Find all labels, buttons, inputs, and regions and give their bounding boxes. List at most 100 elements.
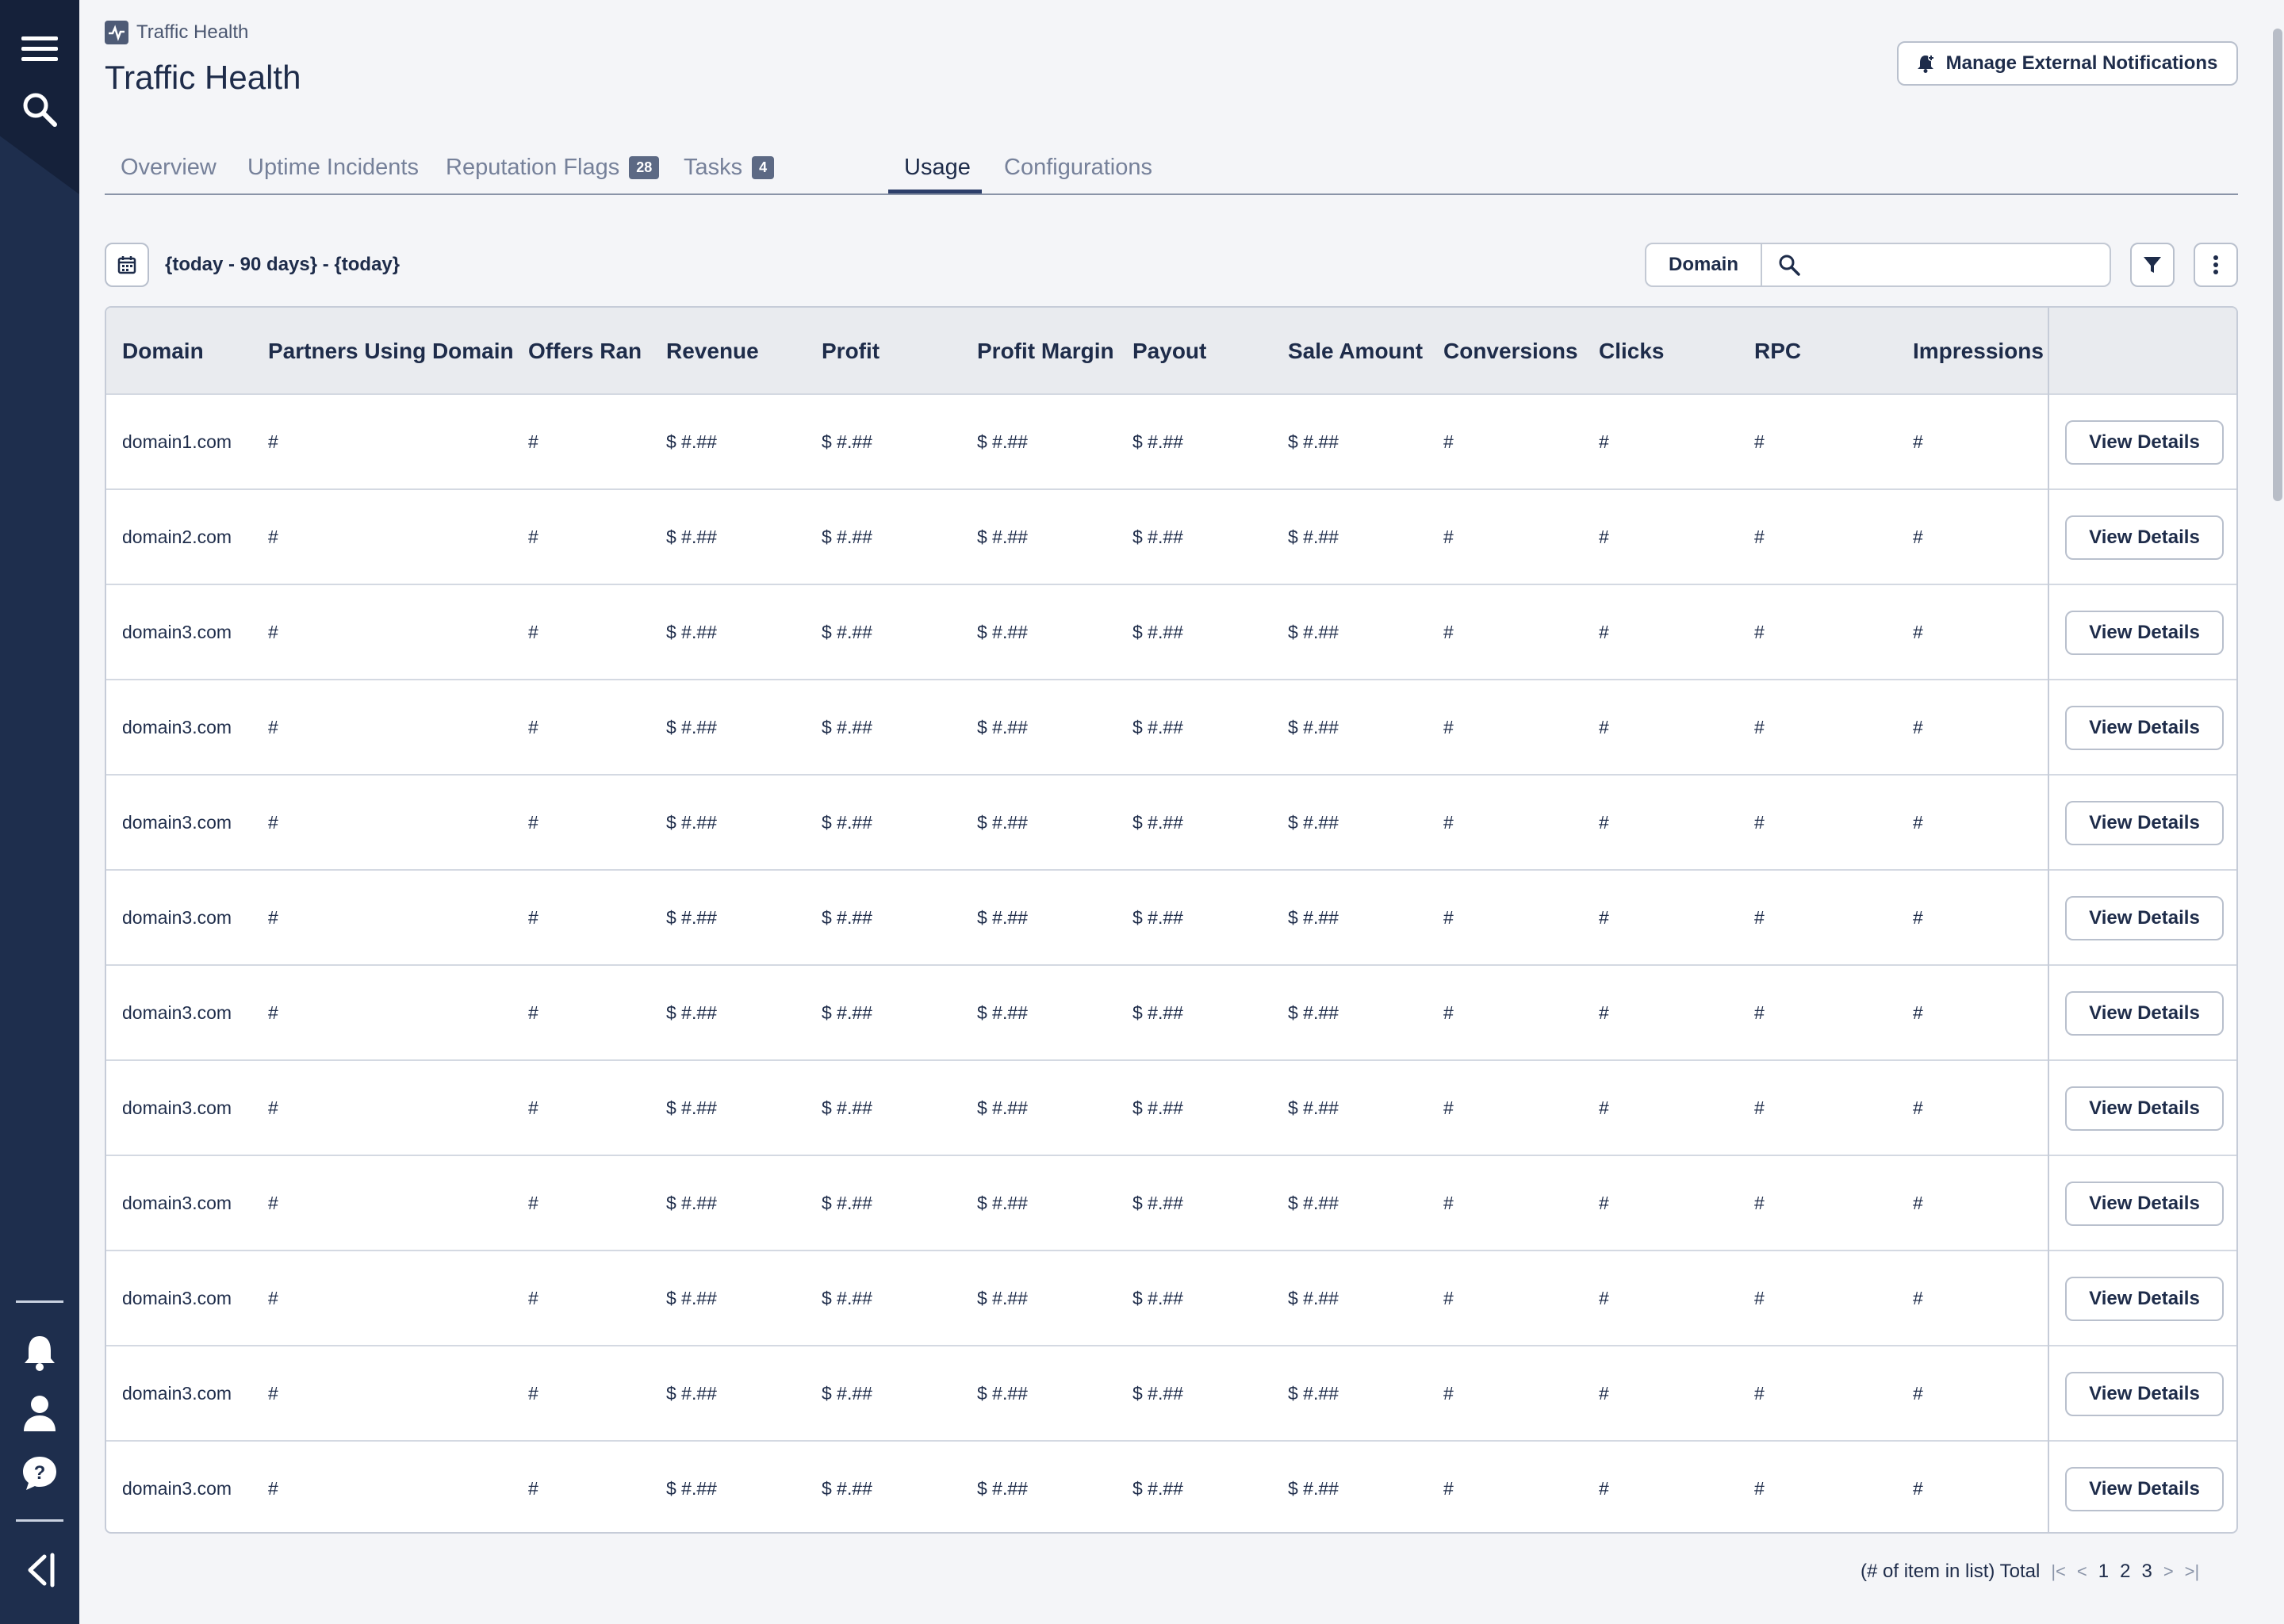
- column-header[interactable]: Profit Margin: [977, 339, 1114, 363]
- table-cell: #: [268, 621, 278, 642]
- date-range-label: {today - 90 days} - {today}: [165, 254, 400, 275]
- table-cell: #: [1443, 1097, 1454, 1118]
- table-cell: #: [1754, 431, 1765, 452]
- table-cell: #: [1599, 1287, 1609, 1308]
- tab-tasks[interactable]: Tasks 4: [684, 149, 775, 186]
- first-page-icon[interactable]: |<: [2051, 1561, 2066, 1581]
- tab-uptime-incidents[interactable]: Uptime Incidents: [247, 149, 419, 186]
- table-cell: $ #.##: [666, 1192, 717, 1213]
- view-details-button[interactable]: View Details: [2065, 1086, 2224, 1131]
- table-cell: $ #.##: [666, 1097, 717, 1118]
- table-cell: #: [1599, 526, 1609, 547]
- table-cell: #: [528, 1192, 538, 1213]
- table-cell: #: [1443, 811, 1454, 833]
- table-cell: $ #.##: [977, 811, 1028, 833]
- table-cell: $ #.##: [1288, 1382, 1339, 1404]
- page-link-3[interactable]: 3: [2141, 1561, 2152, 1582]
- user-icon[interactable]: [19, 1392, 60, 1434]
- scrollbar-thumb[interactable]: [2273, 29, 2282, 501]
- column-header[interactable]: Impressions: [1913, 339, 2044, 363]
- table-cell: #: [1913, 1477, 1923, 1499]
- tab-overview[interactable]: Overview: [121, 149, 217, 186]
- tab-reputation-flags[interactable]: Reputation Flags 28: [446, 149, 660, 186]
- table-cell: #: [1443, 1287, 1454, 1308]
- view-details-button[interactable]: View Details: [2065, 420, 2224, 465]
- table-cell: $ #.##: [1288, 1287, 1339, 1308]
- column-header[interactable]: Conversions: [1443, 339, 1578, 363]
- column-header[interactable]: Clicks: [1599, 339, 1665, 363]
- column-header[interactable]: Sale Amount: [1288, 339, 1424, 363]
- view-details-button[interactable]: View Details: [2065, 611, 2224, 655]
- table-cell: $ #.##: [1288, 621, 1339, 642]
- column-header[interactable]: Domain: [122, 339, 204, 363]
- table-cell: $ #.##: [1288, 1097, 1339, 1118]
- table-cell: #: [1754, 1192, 1765, 1213]
- view-details-button[interactable]: View Details: [2065, 706, 2224, 750]
- prev-page-icon[interactable]: <: [2076, 1561, 2087, 1581]
- view-details-button[interactable]: View Details: [2065, 991, 2224, 1036]
- table-cell: #: [1913, 716, 1923, 737]
- search-field-select[interactable]: Domain: [1645, 243, 1762, 287]
- table-cell: $ #.##: [977, 1382, 1028, 1404]
- table-cell: domain3.com: [122, 1002, 232, 1023]
- column-header[interactable]: Partners Using Domain: [268, 339, 514, 363]
- table-cell: #: [528, 431, 538, 452]
- tab-usage[interactable]: Usage: [904, 149, 971, 186]
- column-header[interactable]: RPC: [1754, 339, 1802, 363]
- table-cell: $ #.##: [1288, 1192, 1339, 1213]
- table-cell: $ #.##: [1288, 431, 1339, 452]
- table-cell: $ #.##: [1132, 1002, 1183, 1023]
- search-icon[interactable]: [19, 89, 60, 130]
- table-row: domain3.com # # $ #.## $ #.## $ #.## $ #.## $ #…: [106, 964, 2236, 1059]
- table-cell: $ #.##: [822, 716, 872, 737]
- date-picker-button[interactable]: [105, 243, 149, 287]
- table-cell: #: [1443, 431, 1454, 452]
- table-cell: #: [1599, 1477, 1609, 1499]
- table-row: domain3.com # # $ #.## $ #.## $ #.## $ #.## $ #…: [106, 1440, 2236, 1532]
- table-cell: $ #.##: [1288, 811, 1339, 833]
- view-details-button[interactable]: View Details: [2065, 1467, 2224, 1511]
- filter-button[interactable]: [2130, 243, 2175, 287]
- page-link-1[interactable]: 1: [2098, 1561, 2110, 1582]
- table-cell: $ #.##: [1132, 906, 1183, 928]
- active-tab-indicator: [888, 190, 982, 193]
- bell-icon[interactable]: [19, 1332, 60, 1373]
- view-details-button[interactable]: View Details: [2065, 1182, 2224, 1226]
- next-page-icon[interactable]: >: [2163, 1561, 2174, 1581]
- table-cell: #: [528, 1097, 538, 1118]
- view-details-button[interactable]: View Details: [2065, 1372, 2224, 1416]
- table-cell: #: [268, 716, 278, 737]
- view-details-button[interactable]: View Details: [2065, 896, 2224, 940]
- column-header[interactable]: Payout: [1132, 339, 1207, 363]
- manage-notifications-button[interactable]: Manage External Notifications: [1897, 41, 2238, 86]
- search-box: [1761, 243, 2111, 287]
- breadcrumb-label[interactable]: Traffic Health: [136, 21, 249, 43]
- last-page-icon[interactable]: >|: [2184, 1561, 2200, 1581]
- more-options-button[interactable]: [2194, 243, 2238, 287]
- table-header: Domain Partners Using Domain Offers Ran Rev…: [106, 308, 2236, 395]
- view-details-button[interactable]: View Details: [2065, 801, 2224, 845]
- total-count: (# of item in list) Total: [1861, 1561, 2041, 1582]
- column-header[interactable]: Profit: [822, 339, 880, 363]
- table-cell: $ #.##: [1288, 1477, 1339, 1499]
- manage-notifications-label: Manage External Notifications: [1945, 52, 2218, 74]
- table-cell: $ #.##: [977, 716, 1028, 737]
- view-details-button[interactable]: View Details: [2065, 515, 2224, 560]
- table-cell: #: [1599, 1382, 1609, 1404]
- count-badge: 4: [752, 155, 775, 179]
- menu-icon[interactable]: [19, 29, 60, 70]
- column-header[interactable]: Offers Ran: [528, 339, 642, 363]
- view-details-button[interactable]: View Details: [2065, 1277, 2224, 1321]
- table-cell: #: [268, 1002, 278, 1023]
- table-cell: #: [1754, 716, 1765, 737]
- table-cell: $ #.##: [666, 1382, 717, 1404]
- table-cell: $ #.##: [666, 716, 717, 737]
- tab-configurations[interactable]: Configurations: [1004, 149, 1152, 186]
- table-cell: #: [528, 1287, 538, 1308]
- collapse-icon[interactable]: [19, 1549, 60, 1591]
- column-header[interactable]: Revenue: [666, 339, 759, 363]
- page-link-2[interactable]: 2: [2120, 1561, 2131, 1582]
- search-input[interactable]: [1811, 254, 2097, 276]
- help-icon[interactable]: ?: [19, 1453, 60, 1494]
- table-cell: $ #.##: [1132, 526, 1183, 547]
